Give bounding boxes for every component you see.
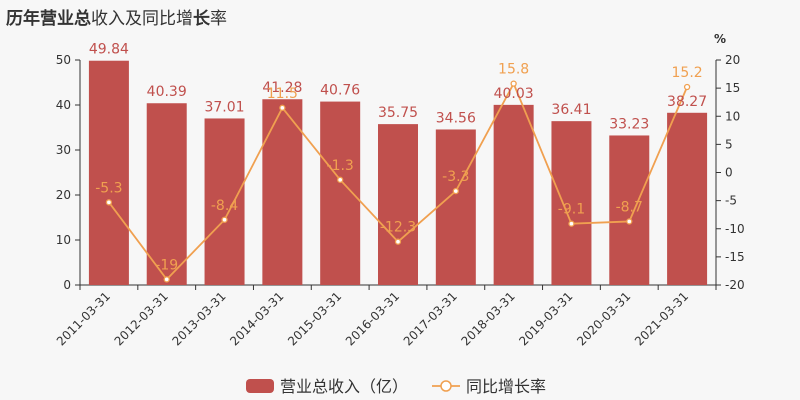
growth-point <box>279 104 286 111</box>
x-tick-label: 2014-03-31 <box>227 289 286 348</box>
y-right-tick-label: 15 <box>725 81 740 95</box>
revenue-bar <box>320 101 361 285</box>
x-tick-label: 2021-03-31 <box>632 289 691 348</box>
revenue-bar-label: 35.75 <box>378 105 418 121</box>
data-labels: 49.84 40.39 37.01 41.28 40.76 35.75 34.56 40.03… <box>89 42 707 274</box>
y-right-tick-label: -15 <box>725 250 745 264</box>
revenue-bar-label: 36.41 <box>551 102 591 118</box>
legend-bar-label[interactable]: 营业总收入（亿） <box>280 377 408 396</box>
growth-point-label: -19 <box>155 257 178 273</box>
growth-point-label: 11.5 <box>267 86 298 102</box>
revenue-bar <box>493 104 534 286</box>
legend-line-label[interactable]: 同比增长率 <box>466 377 546 396</box>
bars <box>88 60 708 286</box>
revenue-bar-label: 37.01 <box>204 99 244 115</box>
legend-line-marker <box>440 380 452 392</box>
chart-title: 历年营业总收入及同比增长率 <box>6 9 227 29</box>
x-tick-label: 2013-03-31 <box>169 289 228 348</box>
growth-point <box>452 187 459 195</box>
x-tick-label: 2012-03-31 <box>112 289 171 348</box>
y-right-tick-label: 5 <box>725 137 733 151</box>
y-right-tick-label: 0 <box>725 166 733 180</box>
y-left-tick-label: 10 <box>56 233 71 247</box>
revenue-bar <box>262 99 303 286</box>
x-tick-label: 2019-03-31 <box>516 289 575 348</box>
x-tick-label: 2017-03-31 <box>401 289 460 348</box>
growth-point <box>105 199 113 206</box>
growth-point-label: -3.3 <box>442 169 469 185</box>
revenue-bar <box>378 124 418 285</box>
revenue-bar <box>88 60 129 285</box>
y-left-tick-label: 20 <box>56 188 71 202</box>
growth-point-label: -9.1 <box>558 202 585 218</box>
y-left-tick-label: 40 <box>56 98 71 112</box>
y-right-tick-label: -10 <box>725 222 745 236</box>
revenue-bar-label: 40.39 <box>147 84 187 100</box>
growth-point <box>510 80 517 87</box>
revenue-bar <box>435 129 476 285</box>
x-tick-label: 2016-03-31 <box>343 289 402 348</box>
revenue-bar <box>609 135 650 285</box>
y-left-tick-label: 50 <box>56 53 71 67</box>
y-left-tick-label: 0 <box>63 278 71 292</box>
x-tick-label: 2020-03-31 <box>574 289 633 348</box>
revenue-bar-label: 33.23 <box>609 116 649 132</box>
revenue-bar-label: 41.28 <box>262 80 302 96</box>
growth-point <box>163 276 170 283</box>
x-tick-label: 2018-03-31 <box>459 289 518 348</box>
revenue-bar-label: 49.84 <box>89 42 129 58</box>
growth-point <box>221 216 228 223</box>
growth-point <box>568 220 575 227</box>
revenue-bar-label: 40.76 <box>320 83 360 99</box>
growth-point-label: -5.3 <box>95 180 122 196</box>
revenue-bar <box>551 121 592 285</box>
revenue-bar-label: 34.56 <box>436 110 476 126</box>
y-right-tick-label: 20 <box>725 53 740 67</box>
growth-point-label: 15.8 <box>498 62 529 78</box>
revenue-bar <box>667 112 708 285</box>
growth-point <box>683 83 691 91</box>
growth-point-label: -8.7 <box>616 199 643 215</box>
legend[interactable]: 营业总收入（亿） 同比增长率 <box>246 377 546 396</box>
legend-bar-swatch <box>246 379 274 393</box>
growth-point-label: -8.4 <box>211 198 238 214</box>
growth-point <box>337 176 344 183</box>
growth-point <box>626 218 633 225</box>
revenue-bar <box>204 118 245 285</box>
growth-point <box>394 238 402 245</box>
y-right-tick-label: -5 <box>725 194 737 208</box>
growth-point-label: 15.2 <box>672 65 703 81</box>
y-right-unit: % <box>714 32 726 46</box>
y-right-tick-label: 10 <box>725 109 740 123</box>
growth-point-label: -1.3 <box>327 158 354 174</box>
x-tick-label: 2011-03-31 <box>54 289 113 348</box>
y-left-tick-label: 30 <box>56 143 71 157</box>
revenue-bar <box>146 103 187 286</box>
growth-point-label: -12.3 <box>380 220 416 236</box>
x-tick-label: 2015-03-31 <box>285 289 344 348</box>
revenue-bar-label: 38.27 <box>667 94 707 110</box>
revenue-bar-label: 40.03 <box>494 86 534 102</box>
y-right-tick-label: -20 <box>725 278 745 292</box>
growth-line <box>105 80 691 283</box>
